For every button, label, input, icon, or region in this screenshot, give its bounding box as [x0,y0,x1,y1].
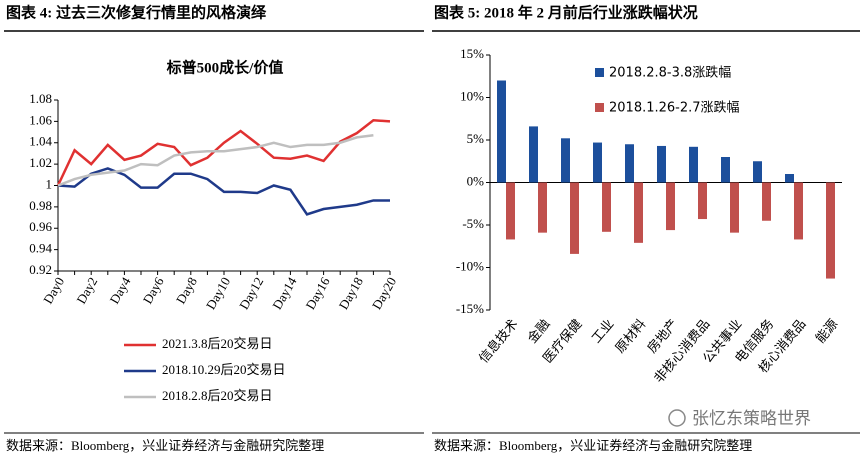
bar [561,138,570,183]
x-tick-label: Day16 [302,274,333,312]
legend-swatch [595,68,604,77]
y-tick-label: 1.02 [29,155,52,170]
bar [785,174,794,183]
legend-label: 2018.10.29后20交易日 [162,362,286,377]
bar [497,80,506,183]
y-tick-label: 0.92 [29,262,52,277]
legend-label: 2021.3.8后20交易日 [162,336,273,351]
y-tick-label: 0.96 [29,219,52,234]
source: 数据来源：Bloomberg，兴业证券经济与金融研究院整理 [6,438,324,453]
x-tick-label: 金融 [524,316,552,346]
bar [538,182,547,233]
bar [657,145,666,183]
bar [762,182,771,221]
bar [698,182,707,220]
x-tick-label: Day20 [369,274,399,312]
x-tick-label: Day18 [336,274,366,312]
y-tick-label: -10% [456,258,484,273]
legend-label: 2018.2.8-3.8涨跌幅 [609,65,731,81]
bar [753,161,762,183]
line [57,167,390,216]
legend-label: 2018.1.26-2.7涨跌幅 [609,100,740,116]
line [56,119,391,187]
bar [666,182,675,231]
bar [593,142,602,183]
x-tick-label: Day14 [269,274,300,312]
y-tick-label: 1.04 [29,134,52,149]
caption: 图表 4: 过去三次修复行情里的风格演绎 [6,3,267,21]
legend-label: 2018.2.8后20交易日 [162,388,273,403]
bar [625,144,634,183]
y-tick-label: 0% [467,173,485,188]
x-tick-label: Day6 [140,274,167,306]
y-tick-label: 0.94 [29,241,52,256]
y-tick-label: 15% [460,46,484,61]
bar [689,146,698,183]
bar [529,126,538,183]
watermark: 张忆东策略世界 [692,409,811,429]
y-tick-label: 5% [467,131,485,146]
bar [570,182,579,254]
x-tick-label: 工业 [588,316,616,346]
x-tick-label: Day0 [40,274,67,306]
x-tick-label: Day12 [236,274,266,312]
legend-swatch [595,103,604,112]
bar [602,182,611,232]
bar [506,182,515,240]
chart-title: 标普500成长/价值 [166,58,284,76]
y-tick-label: 10% [460,88,484,103]
x-tick-label: Day4 [107,274,134,306]
bar [794,182,803,240]
bar [634,182,643,243]
x-tick-label: Day8 [173,274,200,306]
watermark-icon [668,409,686,427]
x-tick-label: 能源 [812,316,840,346]
x-tick-label: 原材料 [612,316,649,356]
line [57,134,374,187]
y-tick-label: 1.08 [29,91,52,106]
y-tick-label: 1 [46,176,53,191]
caption: 图表 5: 2018 年 2 月前后行业涨跌幅状况 [434,3,698,21]
y-tick-label: 0.98 [29,198,52,213]
y-tick-label: 1.06 [29,112,52,127]
bar [721,157,730,183]
y-tick-label: -15% [456,301,484,316]
x-tick-label: 信息技术 [476,316,521,365]
bar [826,182,835,279]
x-tick-label: Day10 [203,274,233,312]
bar [730,182,739,233]
source: 数据来源：Bloomberg，兴业证券经济与金融研究院整理 [434,438,752,453]
y-tick-label: -5% [462,216,484,231]
x-tick-label: Day2 [73,274,100,306]
